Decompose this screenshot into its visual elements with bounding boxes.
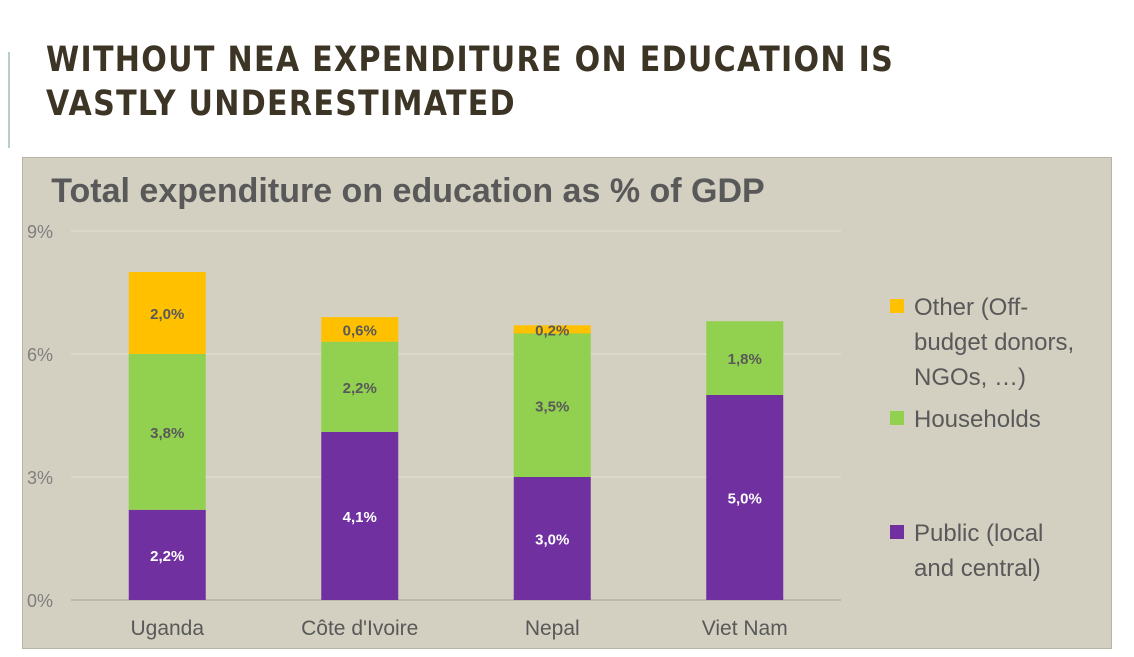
bar-segment bbox=[321, 341, 399, 432]
stacked-bar-chart: Total expenditure on education as % of G… bbox=[27, 172, 1074, 640]
bar-segment bbox=[321, 317, 399, 342]
data-label: 1,8% bbox=[728, 351, 762, 368]
x-tick-label: Uganda bbox=[130, 617, 204, 640]
bar-segment bbox=[513, 325, 591, 334]
chart-area: Total expenditure on education as % of G… bbox=[22, 157, 1112, 649]
data-label: 0,6% bbox=[343, 322, 377, 339]
data-label: 3,0% bbox=[535, 532, 569, 549]
bar-segment bbox=[706, 395, 784, 600]
x-tick-label: Côte d'Ivoire bbox=[301, 617, 418, 640]
legend-swatch bbox=[890, 525, 904, 539]
data-label: 2,2% bbox=[343, 380, 377, 397]
y-tick-label: 9% bbox=[27, 222, 53, 242]
bar-segment bbox=[513, 333, 591, 477]
data-label: 4,1% bbox=[343, 509, 377, 526]
slide-title: WITHOUT NEA EXPENDITURE ON EDUCATION IS … bbox=[46, 40, 895, 124]
legend-swatch bbox=[890, 299, 904, 313]
legend-label: Other (Off-budget donors, NGOs, …) bbox=[914, 294, 1074, 391]
data-label: 5,0% bbox=[728, 491, 762, 508]
data-label: 2,0% bbox=[150, 306, 184, 323]
bar-segment bbox=[128, 354, 206, 510]
bar-segment bbox=[128, 509, 206, 600]
x-tick-label: Nepal bbox=[525, 617, 580, 640]
chart-title: Total expenditure on education as % of G… bbox=[51, 172, 764, 210]
legend-label: Households bbox=[914, 406, 1041, 433]
legend-swatch bbox=[890, 411, 904, 425]
data-label: 2,2% bbox=[150, 548, 184, 565]
y-tick-label: 6% bbox=[27, 345, 53, 365]
data-label: 3,8% bbox=[150, 425, 184, 442]
bar-segment bbox=[513, 477, 591, 600]
data-label: 0,2% bbox=[535, 322, 569, 339]
bar-segment bbox=[321, 431, 399, 600]
x-tick-label: Viet Nam bbox=[702, 617, 788, 640]
y-tick-label: 3% bbox=[27, 468, 53, 488]
y-tick-label: 0% bbox=[27, 591, 53, 611]
legend-label: Public (local and central) bbox=[914, 520, 1043, 582]
bar-segment bbox=[128, 272, 206, 354]
title-accent-line bbox=[8, 52, 10, 148]
bar-segment bbox=[706, 321, 784, 395]
data-label: 3,5% bbox=[535, 398, 569, 415]
